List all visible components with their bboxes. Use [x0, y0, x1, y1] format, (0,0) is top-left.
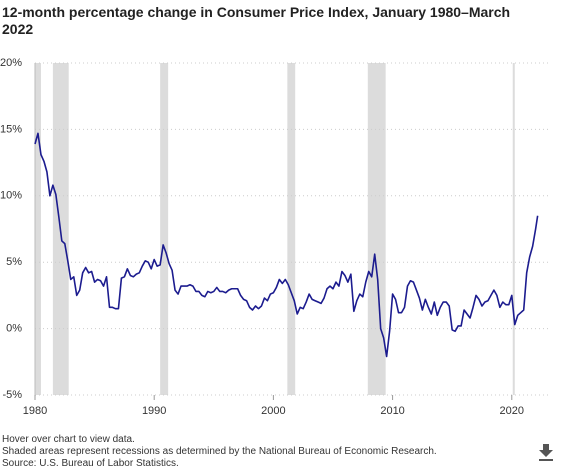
note: Shaded areas represent recessions as det…: [2, 446, 437, 457]
y-tick-label: 20%: [0, 57, 22, 69]
x-tick-label: 2000: [261, 405, 285, 417]
note: Hover over chart to view data.: [2, 434, 135, 445]
y-tick-label: 15%: [0, 123, 22, 135]
recession-band: [287, 63, 296, 395]
y-tick-label: 10%: [0, 190, 22, 202]
chart-title: 12-month percentage change in Consumer P…: [2, 4, 511, 37]
background: [34, 62, 548, 396]
recession-band: [512, 63, 515, 395]
y-tick-label: 0%: [6, 323, 22, 335]
cpi-line: [34, 132, 539, 358]
x-tick-label: 2010: [380, 405, 404, 417]
recession-band: [35, 63, 41, 395]
recession-band: [160, 63, 169, 395]
y-tick-label: 5%: [6, 256, 22, 268]
foreground: -5% 0% 5% 10% 15% 20% 1980 1990 2000 2010 2020: [0, 57, 539, 417]
recession-band: [367, 63, 386, 395]
x-tick-label: 2020: [500, 405, 524, 417]
note: Source: U.S. Bureau of Labor Statistics.: [2, 458, 179, 469]
download-icon[interactable]: [539, 444, 553, 461]
x-tick-label: 1990: [142, 405, 166, 417]
x-tick-label: 1980: [23, 405, 47, 417]
y-tick-label: -5%: [2, 389, 22, 401]
